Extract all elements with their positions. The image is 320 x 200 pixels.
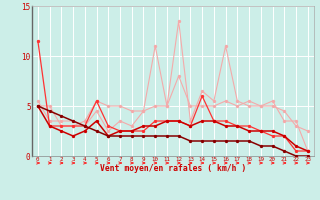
X-axis label: Vent moyen/en rafales ( km/h ): Vent moyen/en rafales ( km/h ) — [100, 164, 246, 173]
